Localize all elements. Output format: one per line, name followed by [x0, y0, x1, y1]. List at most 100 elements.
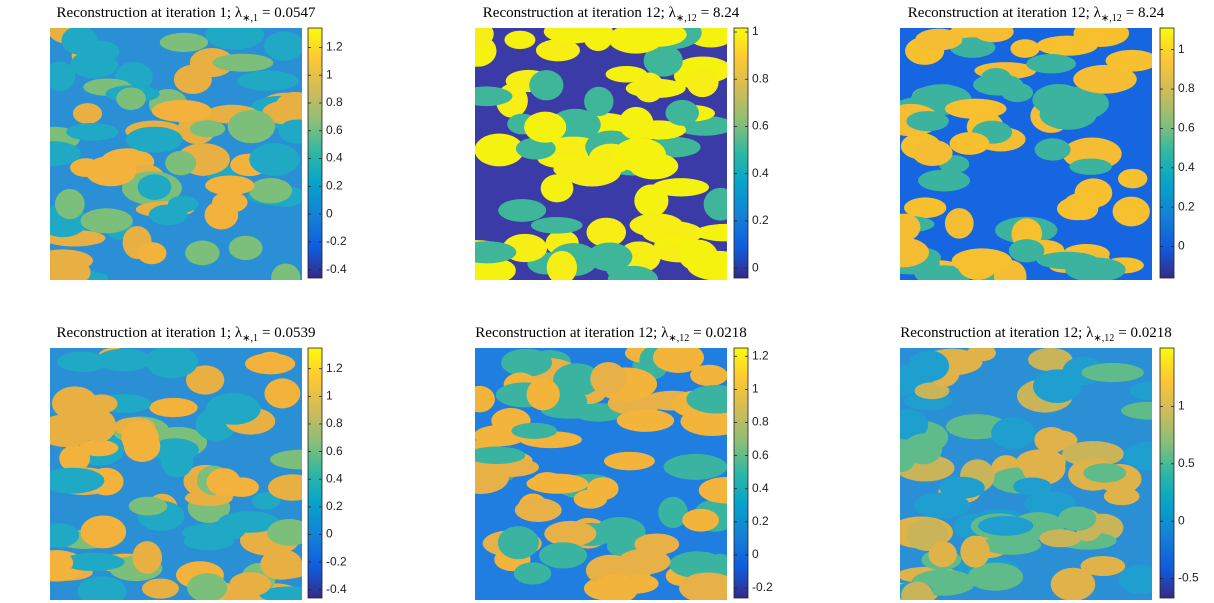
colorbar-tick-label: 0	[752, 260, 759, 274]
image-blob	[524, 111, 567, 143]
image-blob	[949, 132, 990, 155]
image-blob	[939, 476, 985, 499]
colorbar-tick-label: 0.2	[326, 499, 343, 513]
image-blob	[901, 581, 934, 600]
image-blob	[255, 351, 286, 374]
image-blob	[1080, 556, 1126, 576]
colorbar-tick-label: 0	[326, 206, 333, 220]
colorbar-tick-label: 0.8	[326, 416, 343, 430]
colorbar	[1159, 347, 1175, 599]
image-blob	[475, 261, 496, 280]
image-blob	[694, 223, 727, 242]
image-blob	[475, 133, 524, 167]
image-blob	[535, 39, 580, 62]
image-blob	[1121, 401, 1152, 420]
image-blob	[665, 99, 699, 126]
image-blob	[80, 408, 117, 443]
colorbar-tick-label: -0.2	[326, 554, 347, 568]
image	[900, 28, 1152, 280]
title-text: Reconstruction at iteration 12; λ	[900, 325, 1094, 341]
image-blob	[1039, 529, 1082, 548]
image-blob	[652, 178, 710, 197]
colorbar-tick-label: 0.8	[1178, 81, 1195, 95]
image-blob	[1050, 567, 1096, 600]
image-blob	[1081, 363, 1144, 383]
title-value: = 8.24	[1126, 5, 1165, 21]
image-blob	[498, 198, 547, 222]
title-subscript: ∗,1	[242, 13, 258, 24]
colorbar-tick-label: 0.8	[326, 95, 343, 109]
image-blob	[187, 573, 228, 600]
image-blob	[66, 123, 119, 141]
colorbar-tick-label: 0.8	[752, 71, 769, 85]
image-blob	[1062, 441, 1124, 467]
image-blob	[227, 109, 276, 144]
colorbar-tick-label: 0.6	[326, 123, 343, 137]
colorbar-tick-label: 0.2	[1178, 199, 1195, 213]
panel-title: Reconstruction at iteration 1; λ∗,1 = 0.0…	[57, 325, 316, 344]
panel-title: Reconstruction at iteration 12; λ∗,12 = 0…	[900, 325, 1171, 344]
image-blob	[96, 348, 152, 372]
image-panel: -0.5 0 0.5 1 Reconstruction at iteration 12;…	[900, 325, 1199, 600]
image-blob	[978, 516, 1034, 536]
title-text: Reconstruction at iteration 1; λ	[57, 5, 243, 21]
image-blob	[900, 409, 929, 440]
image-blob	[80, 208, 133, 234]
image-blob	[1067, 198, 1099, 221]
image-blob	[634, 533, 680, 556]
image-blob	[1073, 28, 1130, 47]
image-blob	[212, 53, 274, 72]
image-blob	[132, 541, 162, 574]
image-blob	[1034, 138, 1071, 161]
image-blob	[703, 187, 727, 221]
colorbar-tick-label: 0.2	[326, 179, 343, 193]
colorbar-tick-label: 0.4	[752, 481, 769, 495]
image-blob	[514, 498, 562, 523]
image-blob	[50, 467, 105, 494]
image-blob	[913, 492, 970, 519]
image-blob	[903, 433, 943, 465]
image-blob	[529, 70, 564, 101]
image-blob	[530, 217, 583, 234]
image-blob	[960, 535, 990, 568]
title-text: Reconstruction at iteration 12; λ	[475, 325, 669, 341]
image-blob	[150, 438, 200, 462]
colorbar-tick-label: 1	[1178, 42, 1185, 56]
image-blob	[141, 578, 179, 599]
colorbar-tick-label: 0.6	[1178, 121, 1195, 135]
panel-title: Reconstruction at iteration 12; λ∗,12 = 8…	[483, 5, 740, 24]
image-blob	[278, 119, 302, 144]
title-value: = 0.0539	[262, 325, 315, 341]
image-blob	[690, 364, 727, 387]
image-blob	[1013, 477, 1052, 496]
image-blob	[539, 542, 588, 569]
image-panel: 0 0.2 0.4 0.6 0.8 1 Reconstruction at iteratio…	[475, 5, 769, 280]
image-blob	[268, 474, 302, 501]
image	[475, 28, 727, 280]
image-blob	[137, 242, 167, 265]
image-blob	[1008, 239, 1045, 263]
image	[900, 348, 1152, 600]
colorbar-tick-label: 0.4	[326, 471, 343, 485]
image-blob	[546, 250, 578, 280]
image-blob	[630, 28, 687, 47]
image-blob	[553, 363, 601, 397]
image	[475, 348, 727, 600]
image-blob	[228, 235, 263, 261]
colorbar-tick-label: 0	[1178, 239, 1185, 253]
image-blob	[914, 382, 950, 400]
image-blob	[618, 548, 671, 575]
image-blob	[698, 476, 727, 504]
image-blob	[1083, 463, 1127, 483]
title-subscript: ∗,1	[242, 333, 258, 344]
image-blob	[72, 103, 103, 124]
image-blob	[1032, 369, 1081, 404]
image-blob	[504, 30, 536, 50]
colorbar	[307, 347, 323, 599]
image-blob	[50, 140, 81, 167]
colorbar-tick-label: 1	[752, 382, 759, 396]
image-blob	[1028, 348, 1073, 372]
colorbar-tick-label: 1.2	[326, 361, 343, 375]
image-blob	[173, 64, 212, 94]
image-blob	[586, 217, 627, 248]
